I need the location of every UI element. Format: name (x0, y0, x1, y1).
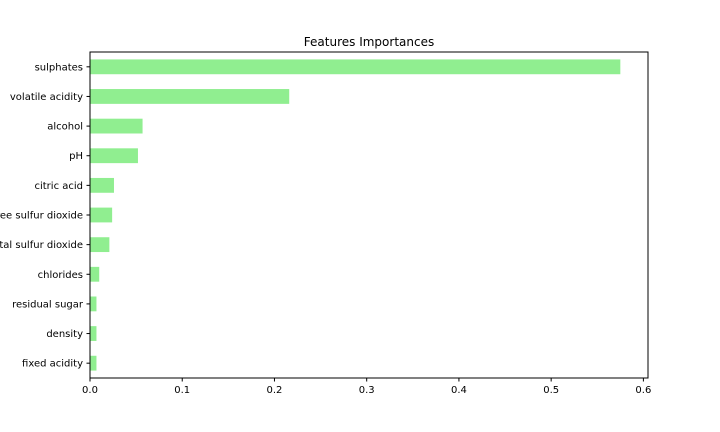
y-tick-label: volatile acidity (10, 92, 83, 103)
bar-density (90, 326, 97, 341)
x-tick-label: 0.2 (267, 385, 283, 396)
y-tick-label: total sulfur dioxide (0, 240, 83, 251)
bars-group (90, 59, 621, 371)
plot-frame (89, 51, 649, 379)
y-tick-label: alcohol (47, 122, 83, 133)
y-tick-label: residual sugar (12, 299, 84, 310)
x-axis: 0.0 0.1 0.2 0.3 0.4 0.5 0.6 (82, 378, 651, 396)
x-tick-label: 0.0 (82, 385, 98, 396)
y-axis: sulphates volatile acidity alcohol pH citric… (0, 62, 90, 370)
bar-ph (90, 148, 138, 164)
bar-chlorides (90, 266, 100, 282)
y-tick-label: density (46, 329, 83, 340)
x-tick-label: 0.1 (174, 385, 190, 396)
x-tick-label: 0.4 (451, 385, 467, 396)
bar-volatile-acidity (90, 89, 290, 104)
bar-fixed-acidity (90, 355, 97, 371)
bar-residual-sugar (90, 296, 97, 312)
y-tick-label: pH (69, 151, 83, 162)
bar-free-sulfur-dioxide (90, 207, 113, 223)
bar-citric-acid (90, 177, 114, 193)
x-tick-label: 0.6 (635, 385, 651, 396)
chart-title: Features Importances (304, 35, 434, 49)
bar-alcohol (90, 118, 143, 134)
y-tick-label: citric acid (34, 181, 83, 192)
y-tick-label: sulphates (35, 62, 83, 73)
bar-total-sulfur-dioxide (90, 237, 110, 253)
y-tick-label: free sulfur dioxide (0, 211, 83, 222)
y-tick-label: fixed acidity (22, 359, 83, 370)
x-tick-label: 0.3 (359, 385, 375, 396)
y-tick-label: chlorides (38, 270, 83, 281)
x-tick-label: 0.5 (543, 385, 559, 396)
bar-sulphates (90, 59, 621, 75)
